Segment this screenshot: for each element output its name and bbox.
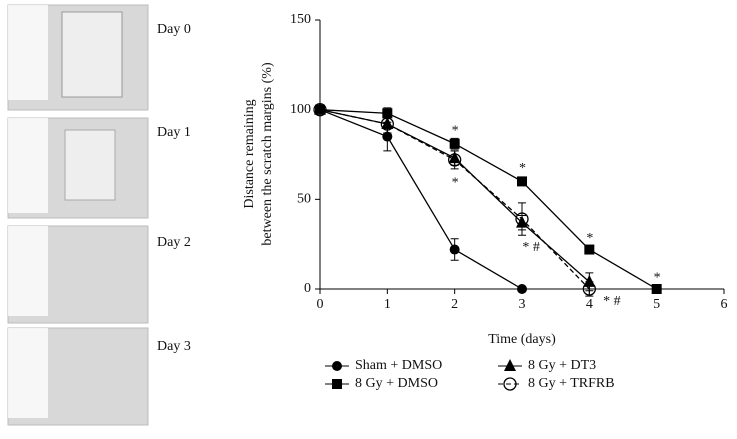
data-point	[382, 108, 393, 119]
legend-marker	[332, 379, 342, 389]
data-point	[380, 117, 394, 131]
error-bar	[585, 281, 594, 297]
annotation: *	[452, 175, 459, 190]
series-line	[319, 109, 523, 290]
legend-marker	[503, 377, 517, 391]
x-tick-label: 5	[653, 297, 660, 312]
data-point	[449, 244, 460, 255]
annotation: *	[586, 231, 593, 246]
data-point	[582, 282, 596, 296]
legend-marker	[332, 361, 342, 371]
panel-label: Day 3	[157, 339, 191, 354]
x-tick-label: 3	[519, 297, 526, 312]
data-point	[517, 284, 527, 294]
micrographs: Day 0 Day 1 Day 2 Day 3	[7, 4, 191, 426]
annotation: * #	[522, 240, 540, 255]
legend-label: Sham + DMSO	[355, 358, 442, 373]
x-tick-label: 0	[317, 297, 324, 312]
y-tick-label: 100	[290, 102, 311, 117]
overlay	[8, 328, 48, 418]
error-bar	[316, 105, 324, 114]
series-line	[319, 109, 657, 290]
y-tick-label: 50	[297, 192, 311, 207]
overlay	[8, 5, 48, 100]
legend-label: 8 Gy + DMSO	[355, 376, 438, 391]
y-tick-label: 0	[304, 281, 311, 296]
overlay	[8, 118, 48, 213]
data-point	[382, 131, 393, 142]
data-point	[448, 153, 462, 167]
annotation: *	[519, 161, 526, 176]
panel-label: Day 1	[157, 125, 191, 140]
annotation: *	[654, 270, 661, 285]
annotation: *	[452, 123, 459, 138]
data-point	[517, 176, 527, 187]
data-point	[449, 138, 460, 149]
legend-label: 8 Gy + TRFRB	[528, 376, 615, 391]
legend-marker	[504, 359, 516, 371]
y-tick-label: 150	[290, 12, 311, 27]
y-axis-label: between the scratch margins (%)	[260, 62, 275, 246]
annotation: * #	[603, 294, 621, 309]
data-point	[584, 244, 595, 255]
data-point	[651, 284, 662, 294]
x-axis-label: Time (days)	[488, 332, 556, 347]
x-tick-label: 2	[451, 297, 458, 312]
y-axis-label: Distance remaining	[242, 99, 257, 208]
panel-label: Day 0	[157, 22, 191, 37]
data-point	[515, 212, 529, 226]
scratch	[61, 11, 123, 98]
overlay	[8, 226, 48, 316]
error-bar	[518, 202, 526, 236]
x-tick-label: 1	[384, 297, 391, 312]
legend-label: 8 Gy + DT3	[528, 358, 596, 373]
panel-label: Day 2	[157, 235, 191, 250]
data-point	[313, 103, 327, 117]
scratch	[64, 129, 116, 201]
x-tick-label: 4	[586, 297, 593, 312]
x-tick-label: 6	[721, 297, 728, 312]
